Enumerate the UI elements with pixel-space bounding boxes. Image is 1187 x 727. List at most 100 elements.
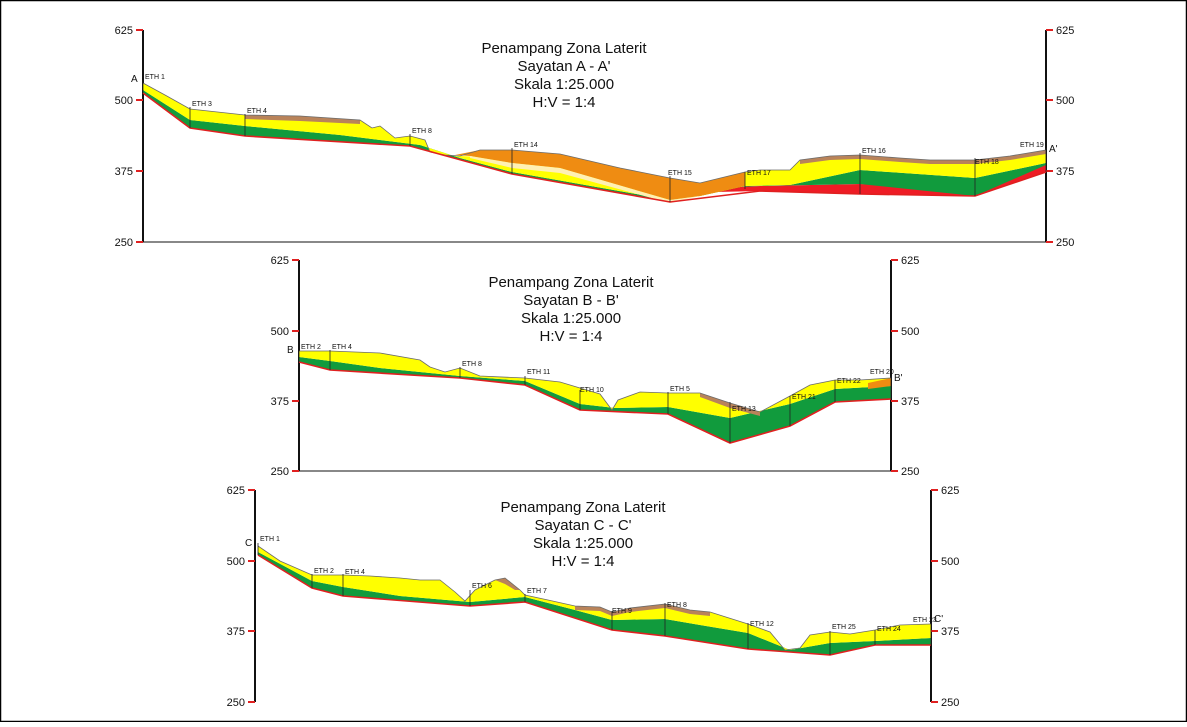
section-a-title: Penampang Zona Laterit Sayatan A - A' Sk… bbox=[481, 40, 647, 111]
section-a-eth-label: ETH 3 bbox=[192, 101, 212, 108]
section-c-eth-label: ETH 9 bbox=[612, 608, 632, 615]
section-c-left-ticks: 625 500 375 250 bbox=[227, 485, 255, 709]
section-a-left-tick-label: 250 bbox=[115, 237, 133, 249]
section-c: 625 500 375 250 625 500 375 250 bbox=[227, 485, 960, 709]
section-a-topography-line bbox=[142, 82, 1047, 184]
section-b-green-layer bbox=[299, 357, 891, 443]
section-c-right-tick-label: 375 bbox=[941, 626, 959, 638]
section-a-eth-label: ETH 18 bbox=[975, 159, 999, 166]
section-b-topography-line bbox=[299, 350, 892, 413]
section-c-left-tick-label: 375 bbox=[227, 626, 245, 638]
section-b-eth-label: ETH 8 bbox=[462, 361, 482, 368]
section-a-right-tick-label: 250 bbox=[1056, 237, 1074, 249]
section-c-eth-label: ETH 1 bbox=[260, 536, 280, 543]
section-b-end-label: B' bbox=[894, 373, 903, 384]
section-a-end-label: A' bbox=[1049, 144, 1058, 155]
section-a-cream-layer bbox=[470, 156, 700, 203]
section-b-left-tick-label: 625 bbox=[271, 255, 289, 267]
section-c-left-tick-label: 250 bbox=[227, 697, 245, 709]
section-a-eth-label: ETH 4 bbox=[247, 108, 267, 115]
section-a-right-tick-label: 500 bbox=[1056, 95, 1074, 107]
section-b-title-line: Skala 1:25.000 bbox=[521, 310, 621, 327]
section-c-eth-label: ETH 25 bbox=[832, 624, 856, 631]
section-a-title-line: Skala 1:25.000 bbox=[514, 76, 614, 93]
section-b-yellow-layer bbox=[299, 351, 891, 418]
section-c-title-line: Penampang Zona Laterit bbox=[500, 499, 666, 516]
section-a-right-tick-label: 625 bbox=[1056, 25, 1074, 37]
section-a: 625 500 375 250 625 500 375 250 bbox=[115, 25, 1075, 249]
section-c-eth-label: ETH 24 bbox=[877, 626, 901, 633]
section-b-right-ticks: 625 500 375 250 bbox=[891, 255, 919, 478]
section-a-base-line bbox=[142, 92, 1047, 203]
section-b-left-ticks: 625 500 375 250 bbox=[271, 255, 299, 478]
section-b-right-tick-label: 500 bbox=[901, 326, 919, 338]
section-a-title-line: H:V = 1:4 bbox=[533, 94, 596, 111]
section-c-right-tick-label: 625 bbox=[941, 485, 959, 497]
section-b-eth-label: ETH 21 bbox=[792, 394, 816, 401]
section-b-eth-label: ETH 11 bbox=[527, 369, 550, 376]
section-a-right-tick-label: 375 bbox=[1056, 166, 1074, 178]
section-a-eth-label: ETH 19 bbox=[1020, 142, 1044, 149]
section-c-wells bbox=[257, 543, 932, 655]
section-a-left-tick-label: 625 bbox=[115, 25, 133, 37]
section-a-eth-label: ETH 1 bbox=[145, 74, 165, 81]
section-b-title: Penampang Zona Laterit Sayatan B - B' Sk… bbox=[488, 274, 654, 345]
section-c-right-tick-label: 250 bbox=[941, 697, 959, 709]
section-b-wells bbox=[298, 350, 892, 443]
section-c-eth-label: ETH 12 bbox=[750, 621, 774, 628]
section-b-eth-label: ETH 2 bbox=[301, 344, 321, 351]
section-c-right-tick-label: 500 bbox=[941, 556, 959, 568]
section-c-title: Penampang Zona Laterit Sayatan C - C' Sk… bbox=[500, 499, 666, 570]
section-a-green-layer bbox=[143, 90, 1046, 202]
section-c-green-layer bbox=[258, 552, 931, 655]
section-a-title-line: Sayatan A - A' bbox=[518, 58, 611, 75]
section-c-title-line: Sayatan C - C' bbox=[534, 517, 631, 534]
section-a-title-line: Penampang Zona Laterit bbox=[481, 40, 647, 57]
section-a-eth-label: ETH 16 bbox=[862, 148, 886, 155]
section-b-eth-label: ETH 22 bbox=[837, 378, 861, 385]
section-c-eth-label: ETH 4 bbox=[345, 569, 365, 576]
section-a-topsoil-layer bbox=[800, 150, 1046, 164]
section-c-title-line: Skala 1:25.000 bbox=[533, 535, 633, 552]
section-b-eth-label: ETH 10 bbox=[580, 387, 604, 394]
section-b-start-label: B bbox=[287, 345, 294, 356]
section-a-wells bbox=[142, 80, 1047, 202]
section-b-orange-layer bbox=[868, 378, 891, 389]
section-a-start-label: A bbox=[131, 74, 138, 85]
section-a-orange-layer bbox=[455, 150, 745, 200]
section-b: 625 500 375 250 625 500 375 250 bbox=[271, 255, 920, 478]
section-b-right-tick-label: 625 bbox=[901, 255, 919, 267]
section-c-end-label: C' bbox=[934, 614, 943, 625]
section-c-base-line bbox=[257, 554, 931, 656]
section-b-right-tick-label: 250 bbox=[901, 466, 919, 478]
section-c-start-label: C bbox=[245, 538, 252, 549]
section-b-title-line: Sayatan B - B' bbox=[523, 292, 619, 309]
section-b-title-line: H:V = 1:4 bbox=[540, 328, 603, 345]
section-a-eth-label: ETH 15 bbox=[668, 170, 692, 177]
section-b-eth-label: ETH 5 bbox=[670, 386, 690, 393]
section-a-yellow-layer bbox=[143, 83, 1046, 200]
section-b-eth-label: ETH 20 bbox=[870, 369, 894, 376]
section-a-left-tick-label: 375 bbox=[115, 166, 133, 178]
section-b-right-tick-label: 375 bbox=[901, 396, 919, 408]
section-c-topography-line bbox=[257, 545, 932, 651]
section-b-left-tick-label: 500 bbox=[271, 326, 289, 338]
section-c-eth-label: ETH 7 bbox=[527, 588, 547, 595]
section-b-left-tick-label: 250 bbox=[271, 466, 289, 478]
section-b-eth-label: ETH 13 bbox=[732, 406, 756, 413]
section-c-eth-label: ETH 23 bbox=[913, 617, 937, 624]
section-c-left-tick-label: 625 bbox=[227, 485, 245, 497]
section-b-base-line bbox=[298, 361, 892, 444]
section-c-yellow-layer bbox=[258, 546, 931, 650]
section-a-eth-label: ETH 17 bbox=[747, 170, 771, 177]
section-c-topsoil-layer bbox=[495, 578, 520, 590]
section-a-eth-label: ETH 8 bbox=[412, 128, 432, 135]
section-b-eth-label: ETH 4 bbox=[332, 344, 352, 351]
section-c-eth-label: ETH 6 bbox=[472, 583, 492, 590]
section-b-title-line: Penampang Zona Laterit bbox=[488, 274, 654, 291]
section-a-left-ticks: 625 500 375 250 bbox=[115, 25, 143, 249]
section-a-left-tick-label: 500 bbox=[115, 95, 133, 107]
section-c-title-line: H:V = 1:4 bbox=[552, 553, 615, 570]
